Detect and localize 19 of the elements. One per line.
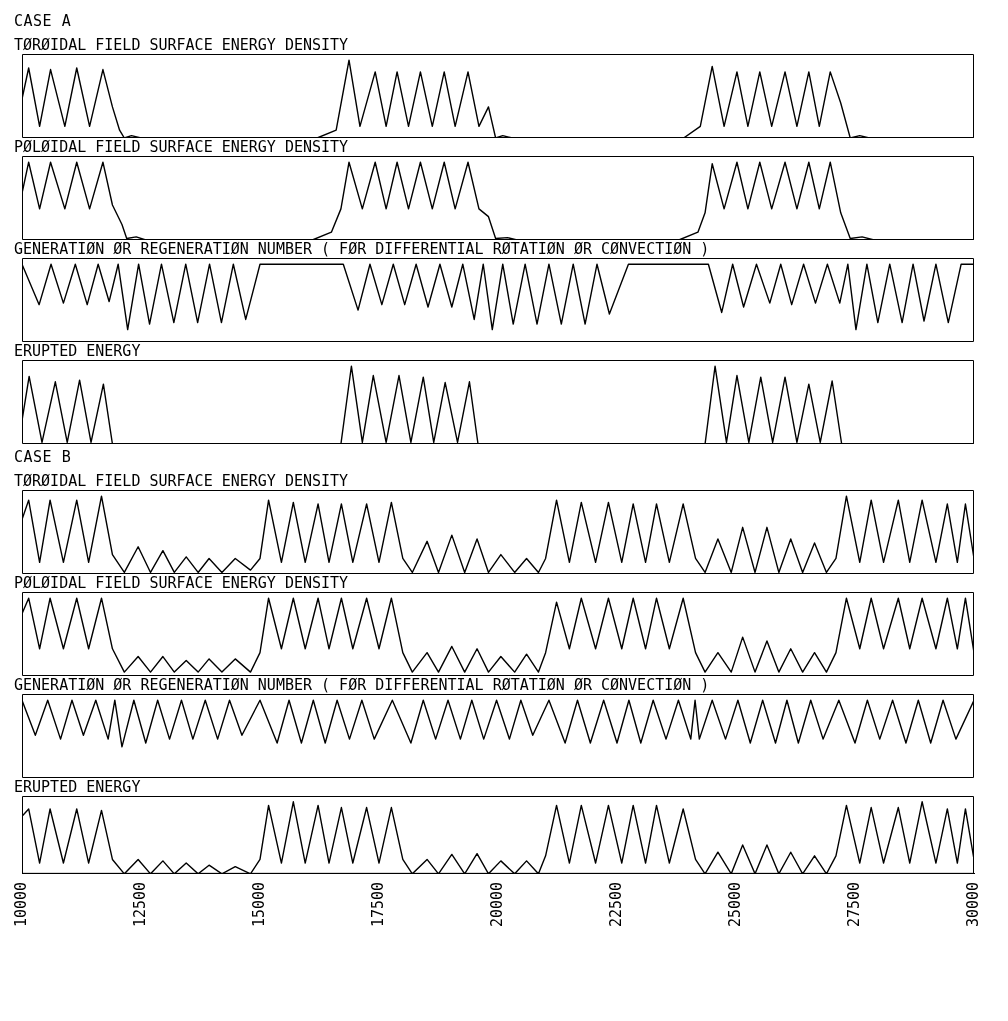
x-tick-label: 30000 xyxy=(963,881,982,927)
chart-title: GENERATIØN ØR REGENERATIØN NUMBER ( FØR DIFFERENTIAL RØTATIØN ØR CØNVECTIØN ) xyxy=(13,240,711,258)
x-tick-label: 25000 xyxy=(725,881,744,927)
chart-title: GENERATIØN ØR REGENERATIØN NUMBER ( FØR DIFFERENTIAL RØTATIØN ØR CØNVECTIØN ) xyxy=(13,676,711,694)
chart-title: TØRØIDAL FIELD SURFACE ENERGY DENSITY xyxy=(13,36,350,54)
x-tick-label: 17500 xyxy=(368,881,387,927)
chart-title: PØLØIDAL FIELD SURFACE ENERGY DENSITY xyxy=(13,138,350,156)
chart-title: ERUPTED ENERGY xyxy=(13,342,142,360)
x-tick-label: 10000 xyxy=(11,881,30,927)
text: CASE A xyxy=(13,11,73,32)
x-tick-label: 27500 xyxy=(844,881,863,927)
x-tick-label: 12500 xyxy=(130,881,149,927)
x-tick-label: 20000 xyxy=(487,881,506,927)
x-tick-label: 22500 xyxy=(606,881,625,927)
text: CASE B xyxy=(13,447,73,468)
chart-title: PØLØIDAL FIELD SURFACE ENERGY DENSITY xyxy=(13,574,350,592)
chart-title: ERUPTED ENERGY xyxy=(13,778,142,796)
chart-title: TØRØIDAL FIELD SURFACE ENERGY DENSITY xyxy=(13,472,350,490)
x-tick-label: 15000 xyxy=(249,881,268,927)
